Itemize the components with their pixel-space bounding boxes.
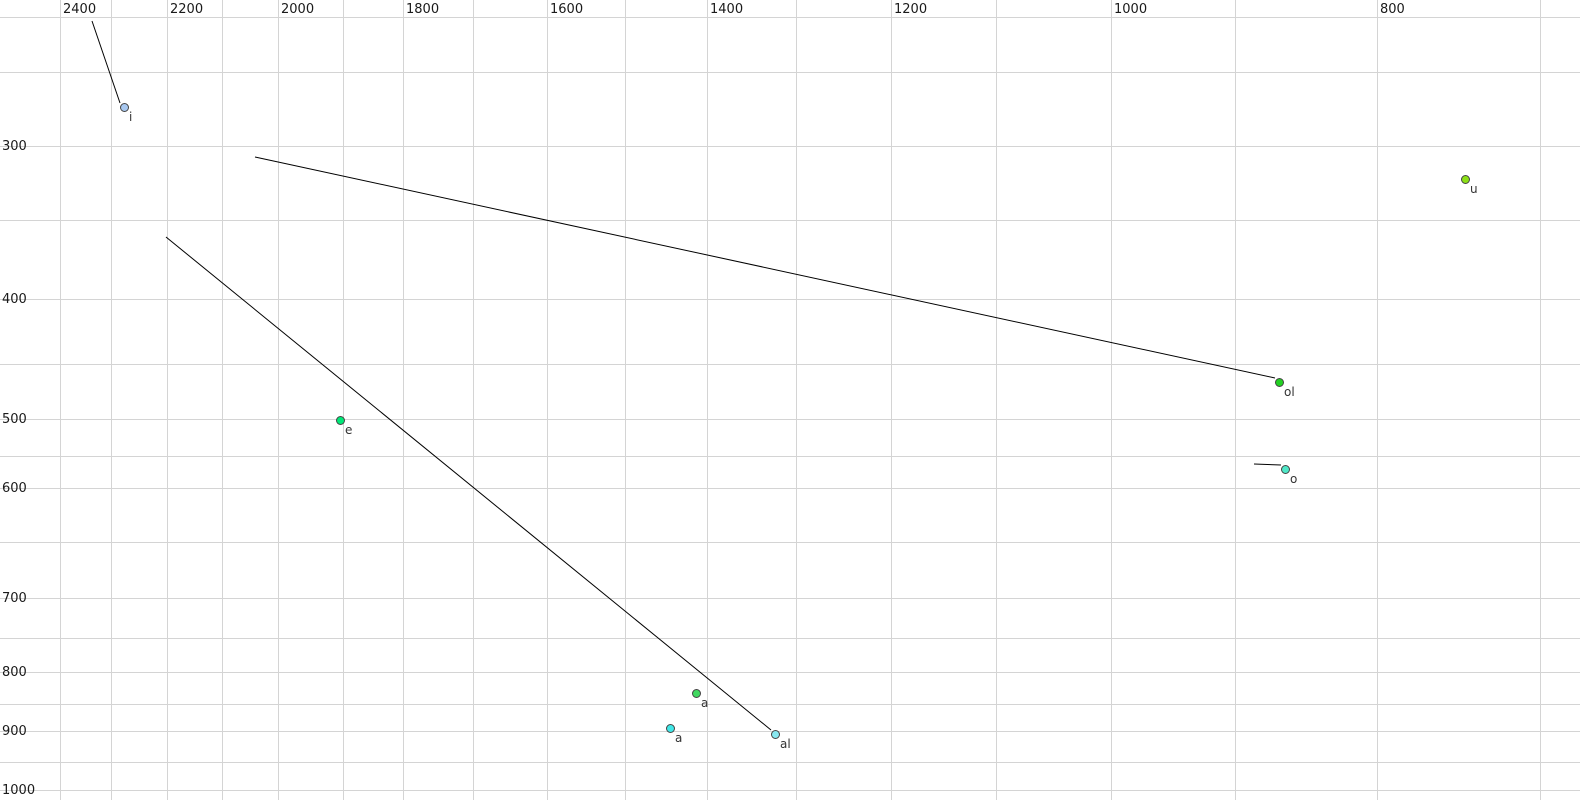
data-point-label: o [1290, 472, 1298, 486]
gridline-horizontal [0, 146, 1580, 147]
data-point-label: i [129, 110, 133, 124]
gridline-vertical [996, 0, 997, 800]
data-point-marker[interactable] [336, 416, 345, 425]
gridline-horizontal [0, 704, 1580, 705]
gridline-vertical [60, 0, 61, 800]
gridline-horizontal [0, 672, 1580, 673]
y-axis-tick-label: 300 [2, 139, 27, 154]
data-point-marker[interactable] [666, 724, 675, 733]
gridline-horizontal [0, 220, 1580, 221]
data-point-label: e [345, 423, 353, 437]
data-point-label: u [1470, 182, 1478, 196]
y-axis-tick-label: 700 [2, 591, 27, 606]
y-axis-tick-label: 1000 [2, 783, 36, 798]
gridline-horizontal [0, 488, 1580, 489]
x-axis-tick-label: 1200 [894, 2, 928, 17]
gridline-vertical [473, 0, 474, 800]
gridline-vertical [1111, 0, 1112, 800]
data-point-label: a [675, 731, 683, 745]
gridline-vertical [167, 0, 168, 800]
gridline-horizontal [0, 731, 1580, 732]
gridline-horizontal [0, 72, 1580, 73]
gridline-vertical [707, 0, 708, 800]
gridline-vertical [222, 0, 223, 800]
data-point-marker[interactable] [1281, 465, 1290, 474]
gridline-vertical [111, 0, 112, 800]
y-axis-tick-label: 500 [2, 412, 27, 427]
gridline-horizontal [0, 17, 1580, 18]
x-axis-tick-label: 1800 [406, 2, 440, 17]
gridline-vertical [796, 0, 797, 800]
x-axis-tick-label: 1400 [710, 2, 744, 17]
data-point-marker[interactable] [120, 103, 129, 112]
y-axis-tick-label: 600 [2, 481, 27, 496]
gridline-horizontal [0, 456, 1580, 457]
data-point-marker[interactable] [1461, 175, 1470, 184]
data-point-label: ol [1284, 385, 1295, 399]
gridline-horizontal [0, 299, 1580, 300]
gridline-vertical [1540, 0, 1541, 800]
gridline-horizontal [0, 419, 1580, 420]
trajectory-line [165, 236, 772, 731]
gridline-vertical [547, 0, 548, 800]
data-point-label: al [780, 737, 791, 751]
x-axis-tick-label: 2000 [281, 2, 315, 17]
gridline-horizontal [0, 762, 1580, 763]
gridline-vertical [278, 0, 279, 800]
y-axis-tick-label: 900 [2, 724, 27, 739]
data-point-marker[interactable] [1275, 378, 1284, 387]
data-point-marker[interactable] [692, 689, 701, 698]
x-axis-tick-label: 1000 [1114, 2, 1148, 17]
gridline-horizontal [0, 598, 1580, 599]
y-axis-tick-label: 800 [2, 665, 27, 680]
gridline-vertical [891, 0, 892, 800]
gridline-horizontal [0, 542, 1580, 543]
x-axis-tick-label: 2200 [170, 2, 204, 17]
gridline-horizontal [0, 364, 1580, 365]
trajectory-line [91, 20, 121, 104]
x-axis-tick-label: 800 [1380, 2, 1405, 17]
y-axis-tick-label: 400 [2, 292, 27, 307]
gridline-vertical [1235, 0, 1236, 800]
x-axis-tick-label: 2400 [63, 2, 97, 17]
trajectory-line [254, 156, 1276, 379]
gridline-vertical [403, 0, 404, 800]
data-point-marker[interactable] [771, 730, 780, 739]
gridline-horizontal [0, 638, 1580, 639]
gridline-vertical [625, 0, 626, 800]
gridline-vertical [343, 0, 344, 800]
gridline-horizontal [0, 790, 1580, 791]
trajectory-line [1253, 463, 1282, 466]
gridline-vertical [1377, 0, 1378, 800]
data-point-label: a [701, 696, 709, 710]
x-axis-tick-label: 1600 [550, 2, 584, 17]
